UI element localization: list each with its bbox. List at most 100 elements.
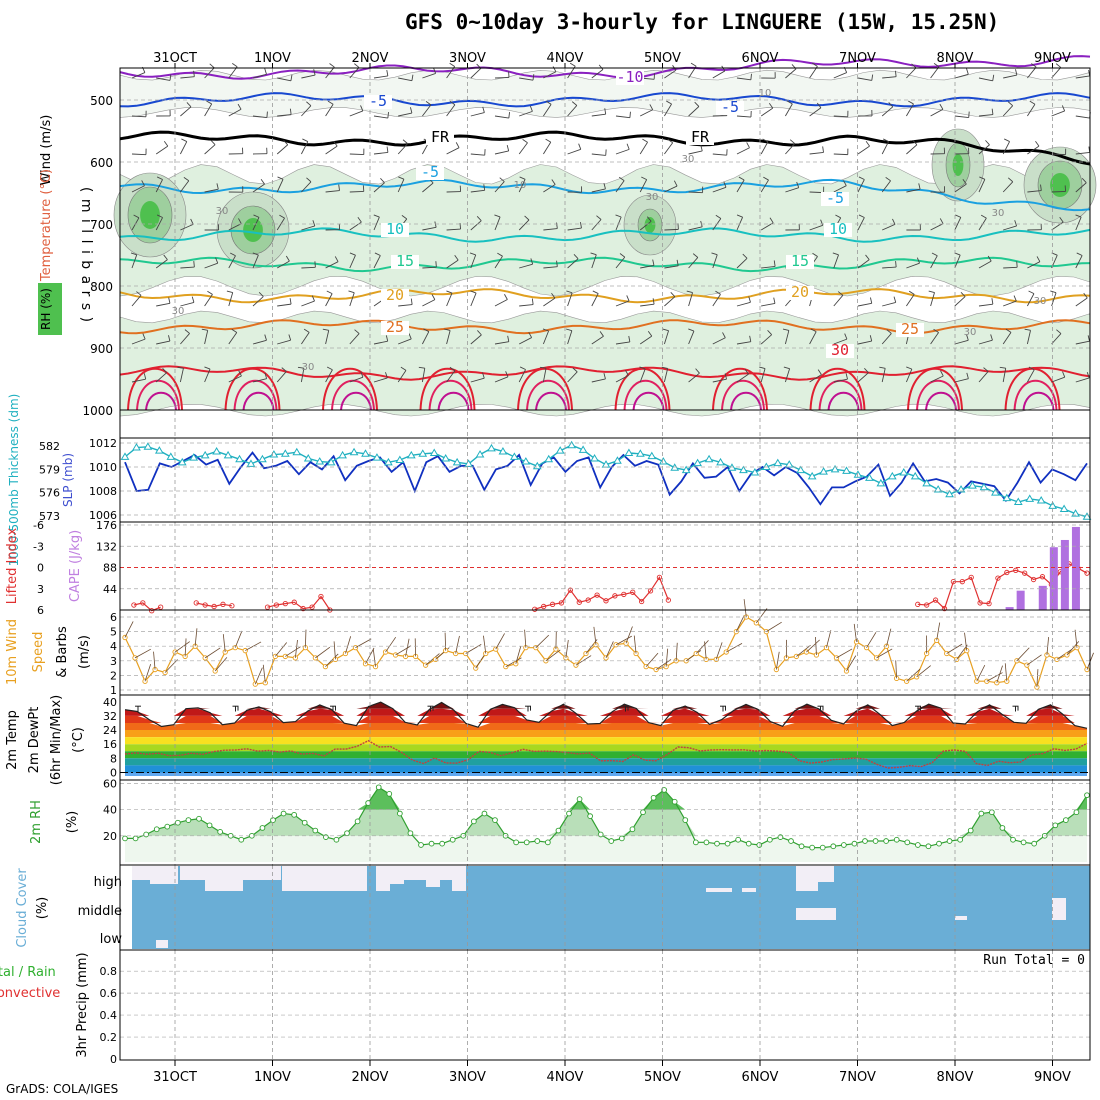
x-tick-label-top: 7NOV xyxy=(839,51,876,66)
rh-point xyxy=(354,818,361,825)
wind-barb xyxy=(530,258,534,265)
wind-barb-10m xyxy=(184,638,187,657)
wind-barb xyxy=(408,333,412,340)
rh-point xyxy=(978,810,985,817)
wind-barb xyxy=(543,184,556,193)
wind-barb xyxy=(423,328,430,332)
wind-barb xyxy=(446,330,451,345)
wind-barb xyxy=(204,294,213,307)
wind-barb xyxy=(966,334,969,341)
wind-barb xyxy=(349,376,364,383)
wind-barb xyxy=(421,368,426,383)
wind-barb xyxy=(712,337,726,345)
rh-point xyxy=(143,831,149,838)
rh-point xyxy=(185,817,192,823)
rh-tick-label: 40 xyxy=(103,804,117,817)
y-label-wind: Wind (m/s) xyxy=(39,115,54,186)
wind-barb xyxy=(857,217,865,231)
rh-point xyxy=(449,836,456,843)
wind-barb xyxy=(398,338,412,345)
wind-barb-10m xyxy=(916,665,931,678)
wind-barb xyxy=(640,264,655,269)
wind-barb-10m xyxy=(294,639,298,658)
wind-barb xyxy=(231,62,238,68)
wind-barb xyxy=(252,254,259,269)
thickness-point xyxy=(510,452,519,460)
x-tick-label-top: 4NOV xyxy=(547,51,584,66)
rh-contour-label: 30 xyxy=(172,306,185,317)
wind-barb xyxy=(629,111,631,118)
wind-barb xyxy=(418,366,425,369)
wind-barb xyxy=(155,145,169,155)
wind-barb xyxy=(470,220,482,231)
cloud-cover-gap xyxy=(180,866,205,880)
wind-barb xyxy=(1075,182,1087,193)
x-tick-label-bottom: 1NOV xyxy=(254,1070,291,1085)
wind-barb xyxy=(325,293,333,307)
rh-point xyxy=(587,813,593,819)
wind-barb xyxy=(664,185,678,193)
wind-barb xyxy=(784,330,790,345)
wind-barb xyxy=(422,104,432,117)
wind-barb-10m xyxy=(565,639,569,658)
rh-point xyxy=(841,842,847,848)
wind-barb xyxy=(789,139,796,144)
wind-barb-10m xyxy=(372,648,376,667)
wind-barb xyxy=(190,218,194,225)
wind-barb xyxy=(591,378,606,383)
wind-barb xyxy=(715,214,722,219)
temperature-contour xyxy=(224,367,281,411)
wind-barb xyxy=(652,259,655,266)
wind-barb xyxy=(306,177,312,183)
wind-barb-10m xyxy=(846,655,857,672)
wind-barb xyxy=(639,141,648,155)
wind-barb xyxy=(1076,252,1083,256)
wind-barb xyxy=(1075,297,1088,307)
wind-barb xyxy=(209,63,215,69)
rh-point xyxy=(153,826,160,833)
thickness-point xyxy=(853,470,863,478)
wind-barb xyxy=(326,366,333,371)
x-tick-label-bottom: 9NOV xyxy=(1034,1070,1071,1085)
wind-barb xyxy=(1027,293,1035,307)
wind-barb-10m xyxy=(315,646,331,659)
wind-barb-10m xyxy=(275,642,288,657)
wind-barb xyxy=(326,290,333,295)
wind-barb xyxy=(410,107,413,114)
lifted-index-line xyxy=(534,576,669,610)
wind-barb xyxy=(809,374,822,383)
wind-barb xyxy=(667,138,673,144)
wind-barb xyxy=(449,100,456,106)
wind-barb xyxy=(664,103,672,117)
temperature-contour-label: -5 xyxy=(421,163,439,181)
wind-barb xyxy=(1083,292,1088,299)
wind-barb xyxy=(494,255,503,269)
wind-barb xyxy=(905,368,913,383)
wind-barb xyxy=(809,107,822,117)
pressure-tick-label: 600 xyxy=(90,156,113,170)
wind-barb xyxy=(785,103,793,117)
wind-barb xyxy=(962,179,967,185)
wind-barb xyxy=(603,182,606,190)
rh-point xyxy=(1020,839,1027,846)
wind-tick-label: 3 xyxy=(110,655,117,668)
x-tick-label-bottom: 5NOV xyxy=(644,1070,681,1085)
wind-barb xyxy=(131,153,147,156)
wind-barb xyxy=(999,366,1006,369)
wind-barb xyxy=(349,333,360,345)
wind-barb xyxy=(325,66,335,79)
wind-barb xyxy=(676,259,679,266)
panel-prec-background xyxy=(120,950,1090,1060)
temperature-contour xyxy=(119,288,1091,304)
cloud-cover-gap xyxy=(452,866,466,891)
wind-barb xyxy=(598,64,604,70)
wind-barb xyxy=(283,140,289,146)
wind-barb xyxy=(163,141,169,147)
wind-barb xyxy=(470,112,485,117)
wind-barb xyxy=(688,191,703,194)
contour-label-bg xyxy=(426,131,454,145)
rh-point xyxy=(323,834,329,840)
cloud-cover-gap xyxy=(1052,898,1066,920)
li-tick-label: 0 xyxy=(37,562,44,575)
wind-barb xyxy=(373,182,385,193)
